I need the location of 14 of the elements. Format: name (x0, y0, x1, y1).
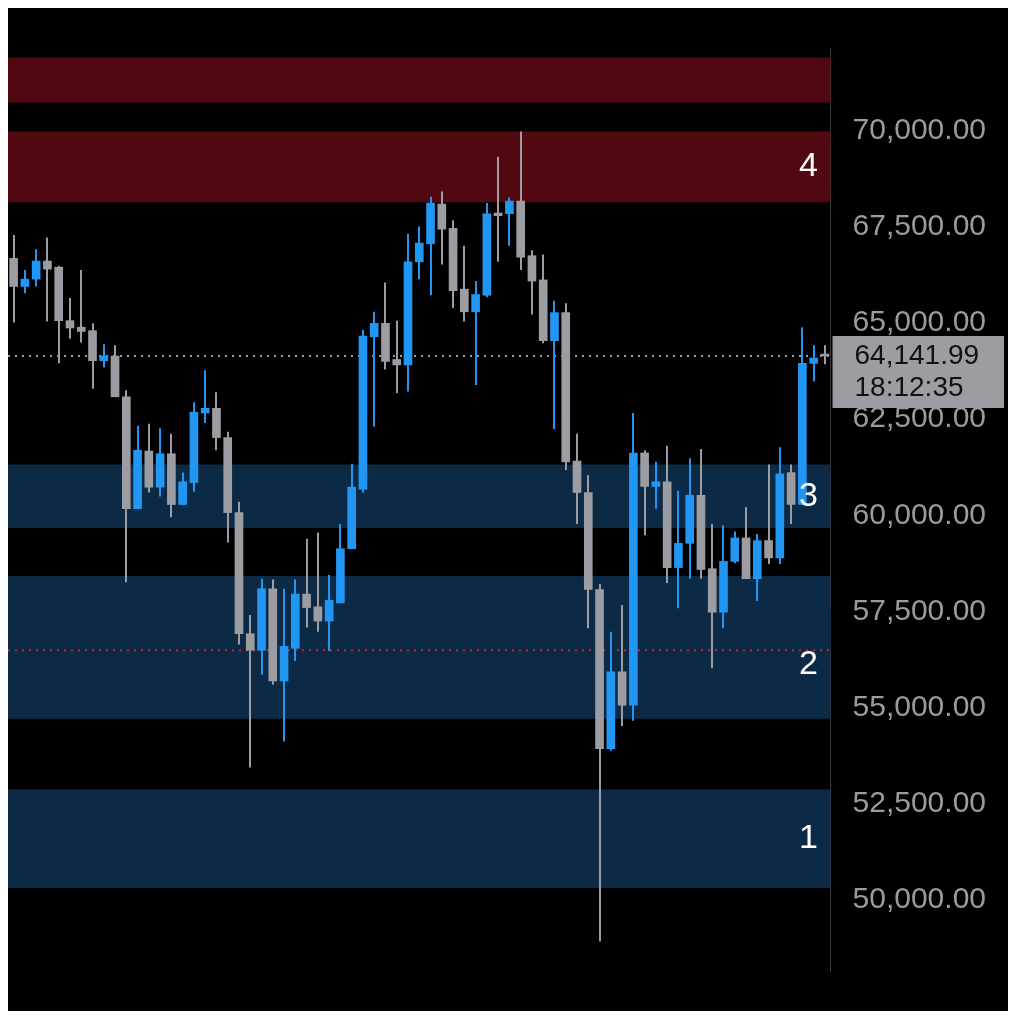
band-label: 1 (799, 817, 818, 856)
y-tick-label: 57,500.00 (852, 592, 987, 626)
y-tick-label: 52,500.00 (852, 784, 987, 818)
y-tick-label: 67,500.00 (852, 208, 987, 242)
y-tick-label: 50,000.00 (852, 881, 987, 915)
y-tick-label: 65,000.00 (852, 304, 987, 338)
text: 18:12:35 (854, 370, 964, 402)
y-tick-label: 70,000.00 (852, 111, 987, 145)
ref-line-label: 64,141.99 (854, 338, 980, 370)
y-tick-label: 62,500.00 (852, 400, 987, 434)
band-label: 4 (799, 145, 818, 184)
y-tick-label: 60,000.00 (852, 496, 987, 530)
y-tick-label: 55,000.00 (852, 688, 987, 722)
band-label: 2 (799, 642, 818, 681)
